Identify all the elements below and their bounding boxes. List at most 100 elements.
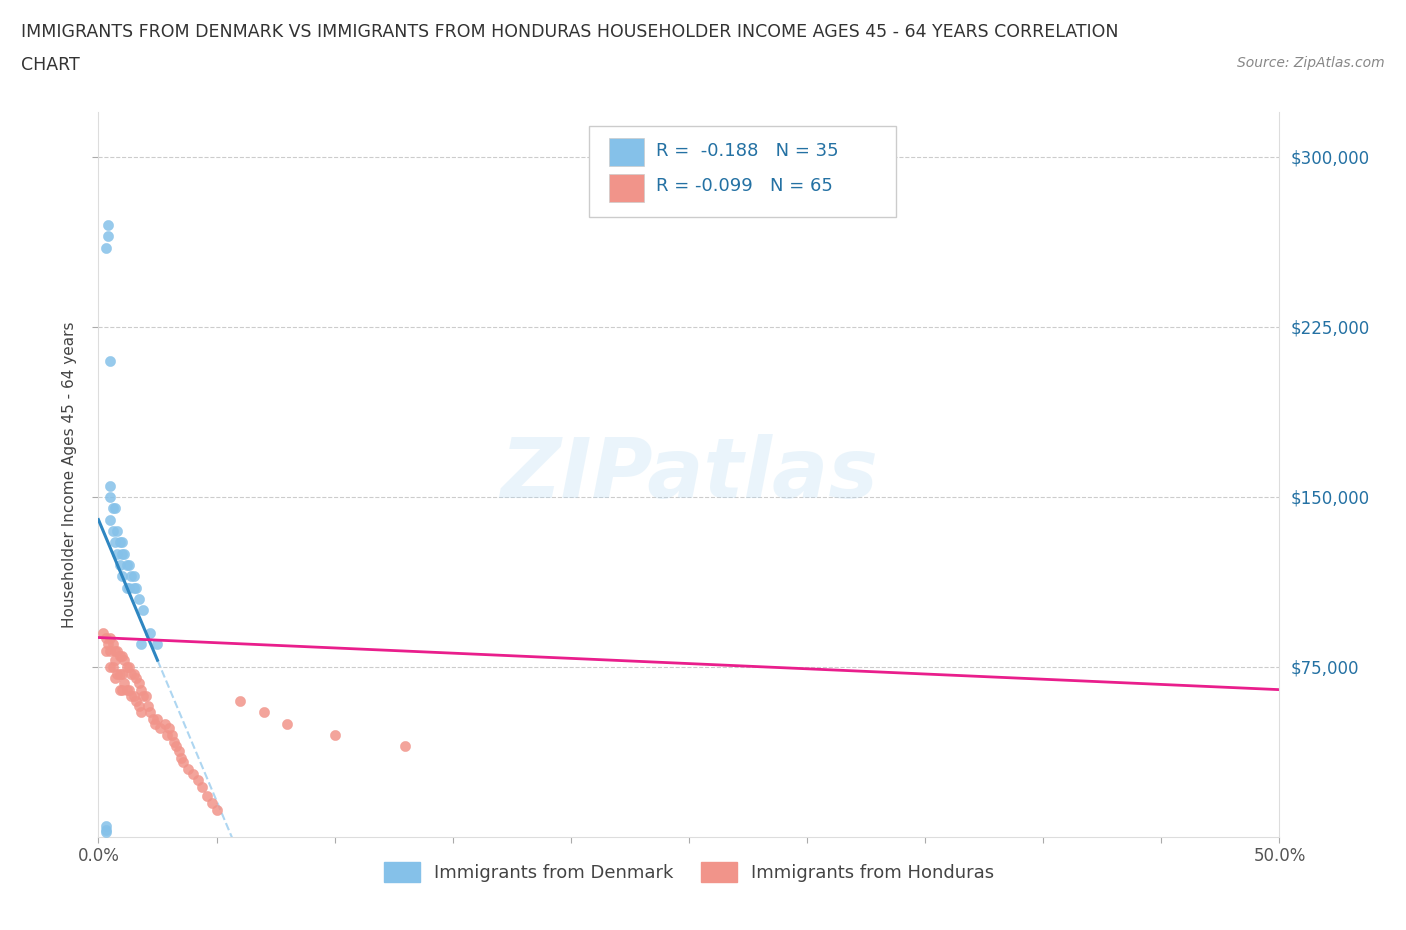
Point [394,738,416,753]
Point [156,727,179,742]
Point [105,524,128,538]
Point [108,667,131,682]
Bar [609,139,644,166]
Point [105,546,128,561]
Point [94,631,117,645]
Text: Source: ZipAtlas.com: Source: ZipAtlas.com [1237,56,1385,70]
Point [108,558,131,573]
Point [125,580,148,595]
Point [167,743,190,758]
Point [165,738,187,753]
Text: CHART: CHART [21,56,80,73]
Text: R =  -0.188   N = 35: R = -0.188 N = 35 [655,141,838,160]
Point [94,818,117,833]
Point [112,546,135,561]
Text: ZIPatlas: ZIPatlas [501,433,877,515]
Point [104,671,127,685]
Point [115,558,138,573]
Point [129,683,152,698]
Point [108,535,131,550]
Point [111,648,134,663]
Point [97,229,120,244]
Point [121,569,143,584]
Point [139,626,162,641]
Point [128,698,150,713]
Point [105,667,128,682]
Point [128,591,150,606]
Point [253,705,276,720]
Point [118,558,141,573]
Point [112,653,135,668]
Text: R = -0.099   N = 65: R = -0.099 N = 65 [655,178,832,195]
Point [94,644,117,658]
Point [98,489,121,504]
Point [101,659,124,674]
Point [97,637,120,652]
Point [104,644,127,658]
Point [115,683,138,698]
FancyBboxPatch shape [589,126,896,217]
Point [108,683,131,698]
Point [98,659,121,674]
Point [112,675,135,690]
Point [104,653,127,668]
Point [146,637,169,652]
Point [111,535,134,550]
Point [121,689,143,704]
Legend: Immigrants from Denmark, Immigrants from Honduras: Immigrants from Denmark, Immigrants from… [377,855,1001,890]
Point [118,683,141,698]
Point [143,716,166,731]
Point [170,751,193,765]
Point [142,711,165,726]
Point [98,631,121,645]
Point [98,512,121,527]
Point [135,689,157,704]
Point [129,705,152,720]
Point [191,779,214,794]
Point [98,644,121,658]
Point [98,353,121,368]
Point [105,644,128,658]
Point [177,762,200,777]
Point [111,546,134,561]
Point [98,478,121,493]
Point [125,671,148,685]
Point [111,683,134,698]
Bar [609,174,644,202]
Point [125,694,148,709]
Point [181,766,204,781]
Point [153,716,176,731]
Point [195,789,218,804]
Point [136,698,159,713]
Point [111,569,134,584]
Point [104,501,127,516]
Point [118,659,141,674]
Point [172,755,194,770]
Point [115,659,138,674]
Point [132,689,155,704]
Point [121,667,143,682]
Point [97,218,120,232]
Point [104,535,127,550]
Point [94,240,117,255]
Point [160,727,183,742]
Point [128,675,150,690]
Point [118,580,141,595]
Point [187,773,209,788]
Point [122,569,145,584]
Point [149,721,172,736]
Point [129,637,152,652]
Point [115,580,138,595]
Point [108,648,131,663]
Point [101,501,124,516]
Point [94,825,117,840]
Point [122,580,145,595]
Point [276,716,298,731]
Point [139,705,162,720]
Point [94,823,117,838]
Point [205,803,228,817]
Point [122,667,145,682]
Point [132,603,155,618]
Point [101,637,124,652]
Y-axis label: Householder Income Ages 45 - 64 years: Householder Income Ages 45 - 64 years [62,321,77,628]
